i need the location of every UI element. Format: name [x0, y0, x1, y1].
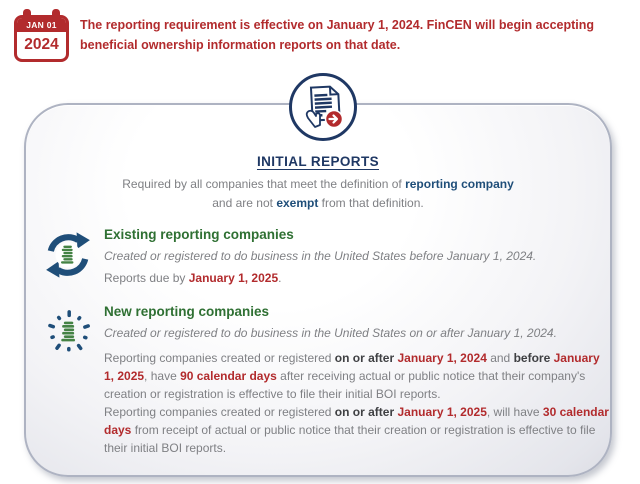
section-heading-existing: Existing reporting companies: [104, 227, 294, 242]
banner-line-2: beneficial ownership information reports…: [80, 37, 401, 52]
refresh-building-icon: [43, 230, 93, 280]
intro-line-1: Required by all companies that meet the …: [122, 177, 514, 191]
document-report-icon: [288, 72, 358, 142]
calendar-year: 2024: [24, 36, 59, 53]
page-title: INITIAL REPORTS: [256, 154, 379, 169]
new-30day-paragraph: Reporting companies created or registere…: [104, 405, 609, 455]
new-90day-paragraph: Reporting companies created or registere…: [104, 351, 600, 401]
calendar-icon: JAN 01 2024: [14, 9, 69, 62]
banner-line-1: The reporting requirement is effective o…: [80, 18, 595, 32]
new-registered-note: Created or registered to do business in …: [104, 326, 557, 340]
intro-line-2: and are not exempt from that definition.: [212, 196, 424, 210]
banner-text: The reporting requirement is effective o…: [80, 16, 594, 55]
document-report-icon-svg: [289, 73, 357, 141]
sparkle-building-icon: [44, 307, 94, 357]
initial-reports-panel: [24, 103, 612, 477]
existing-registered-note: Created or registered to do business in …: [104, 249, 537, 263]
existing-due-line: Reports due by January 1, 2025.: [104, 271, 282, 285]
calendar-header: JAN 01: [17, 18, 66, 32]
section-heading-new: New reporting companies: [104, 304, 270, 319]
calendar-body: JAN 01 2024: [14, 15, 69, 62]
